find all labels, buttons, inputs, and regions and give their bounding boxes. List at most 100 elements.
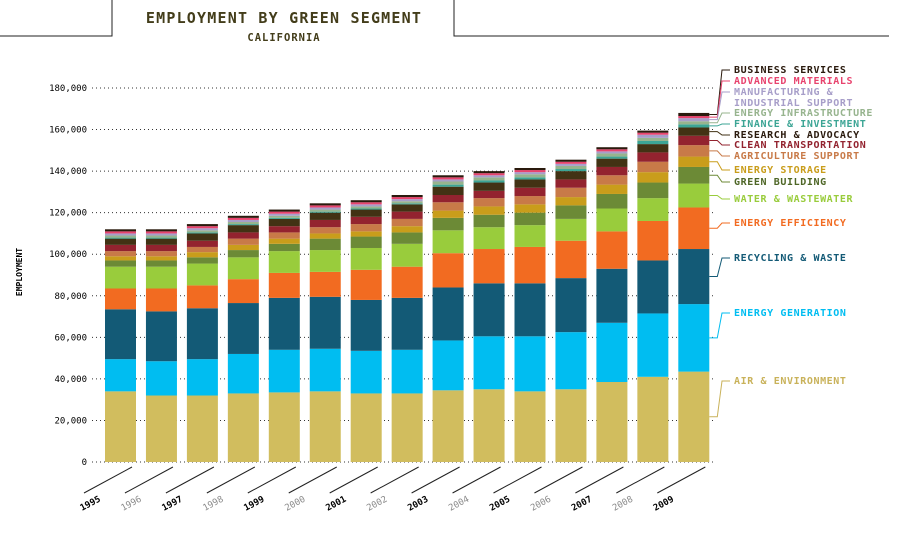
- bar-segment: [145, 260, 177, 267]
- bar-segment: [145, 238, 177, 245]
- bar-segment: [432, 181, 464, 185]
- x-tick-label: 1997: [161, 495, 185, 514]
- bar-segment: [309, 296, 341, 349]
- legend-connector: [709, 380, 730, 418]
- bar-segment: [432, 253, 464, 288]
- bar-segment: [391, 218, 423, 227]
- bar-segment: [555, 197, 587, 206]
- bar-segment: [268, 217, 300, 219]
- bar-segment: [350, 200, 382, 203]
- bar-segment: [186, 228, 218, 231]
- x-tick-line: [575, 466, 624, 494]
- bar-segment: [514, 283, 546, 337]
- legend-connector: [709, 257, 730, 278]
- bar-segment: [350, 299, 382, 351]
- bar-segment: [473, 175, 505, 178]
- bar-segment: [637, 182, 669, 199]
- bar-segment: [678, 145, 710, 157]
- bar-segment: [309, 203, 341, 206]
- bar-segment: [227, 279, 259, 304]
- x-tick-line: [247, 466, 297, 494]
- x-tick-label: 2007: [570, 495, 594, 514]
- x-tick-label: 1998: [202, 495, 226, 514]
- bar-stack-1995: [105, 229, 136, 462]
- legend-label: ENERGY EFFICIENCY: [734, 218, 847, 229]
- bar-segment: [555, 161, 587, 164]
- legend-label: BUSINESS SERVICES: [734, 65, 847, 76]
- x-tick-line: [288, 466, 337, 494]
- bar-segment: [186, 308, 218, 360]
- bar-segment: [391, 297, 423, 350]
- bar-segment: [678, 166, 710, 184]
- bar-segment: [309, 348, 341, 392]
- bar-segment: [309, 227, 341, 234]
- bar-segment: [678, 116, 710, 119]
- bar-segment: [473, 336, 505, 390]
- bar-segment: [268, 238, 300, 244]
- y-axis-label: EMPLOYMENT: [15, 248, 24, 296]
- bar-segment: [596, 151, 628, 154]
- bar-segment: [309, 271, 341, 297]
- bar-segment: [432, 340, 464, 391]
- bar-segment: [432, 210, 464, 218]
- bar-segment: [105, 391, 136, 462]
- bar-segment: [186, 395, 218, 462]
- bar-segment: [678, 124, 710, 128]
- bar-segment: [350, 350, 382, 394]
- bar-segment: [555, 163, 587, 166]
- bar-segment: [350, 202, 382, 205]
- bar-segment: [637, 132, 669, 135]
- bar-segment: [432, 186, 464, 196]
- stacked-bars: [105, 112, 710, 462]
- bar-segment: [268, 213, 300, 216]
- bar-segment: [105, 235, 136, 238]
- bar-stack-2007: [596, 147, 628, 462]
- bar-segment: [227, 250, 259, 258]
- bar-segment: [637, 172, 669, 183]
- bar-segment: [473, 206, 505, 215]
- bar-segment: [268, 209, 300, 212]
- x-tick-label: 2008: [611, 495, 635, 514]
- x-tick-label: 2003: [406, 495, 430, 514]
- legend-connector: [709, 69, 730, 115]
- bar-segment: [596, 268, 628, 323]
- y-tick-label: 180,000: [49, 84, 87, 94]
- bar-segment: [596, 149, 628, 152]
- x-tick-line: [657, 466, 706, 494]
- bar-segment: [514, 225, 546, 247]
- bar-segment: [555, 240, 587, 279]
- bar-segment: [268, 218, 300, 227]
- legend-label: WATER & WASTEWATER: [734, 194, 854, 205]
- bar-segment: [309, 211, 341, 213]
- bar-segment: [637, 376, 669, 462]
- bar-segment: [596, 322, 628, 383]
- bar-segment: [105, 256, 136, 261]
- title-frame-right: [453, 0, 889, 37]
- bar-segment: [268, 226, 300, 233]
- bar-segment: [186, 257, 218, 264]
- bar-segment: [350, 206, 382, 209]
- bar-segment: [596, 147, 628, 150]
- bar-segment: [637, 260, 669, 314]
- bar-segment: [596, 184, 628, 194]
- bar-segment: [391, 199, 423, 202]
- bar-segment: [227, 244, 259, 251]
- bar-segment: [145, 256, 177, 261]
- bar-segment: [309, 391, 341, 462]
- bar-segment: [105, 309, 136, 360]
- bar-segment: [432, 195, 464, 203]
- bar-segment: [432, 287, 464, 341]
- bar-stack-2002: [391, 195, 423, 462]
- y-tick-label: 160,000: [49, 126, 87, 136]
- x-tick-label: 2002: [365, 495, 389, 514]
- bar-segment: [514, 336, 546, 392]
- bar-segment: [309, 205, 341, 208]
- bar-segment: [596, 153, 628, 157]
- legend-connector: [709, 150, 730, 157]
- chart-title: EMPLOYMENT BY GREEN SEGMENT: [146, 9, 422, 27]
- bar-segment: [678, 112, 710, 117]
- bar-segment: [678, 118, 710, 122]
- y-tick-label: 60,000: [54, 333, 87, 343]
- bar-segment: [678, 156, 710, 167]
- bar-segment: [473, 182, 505, 191]
